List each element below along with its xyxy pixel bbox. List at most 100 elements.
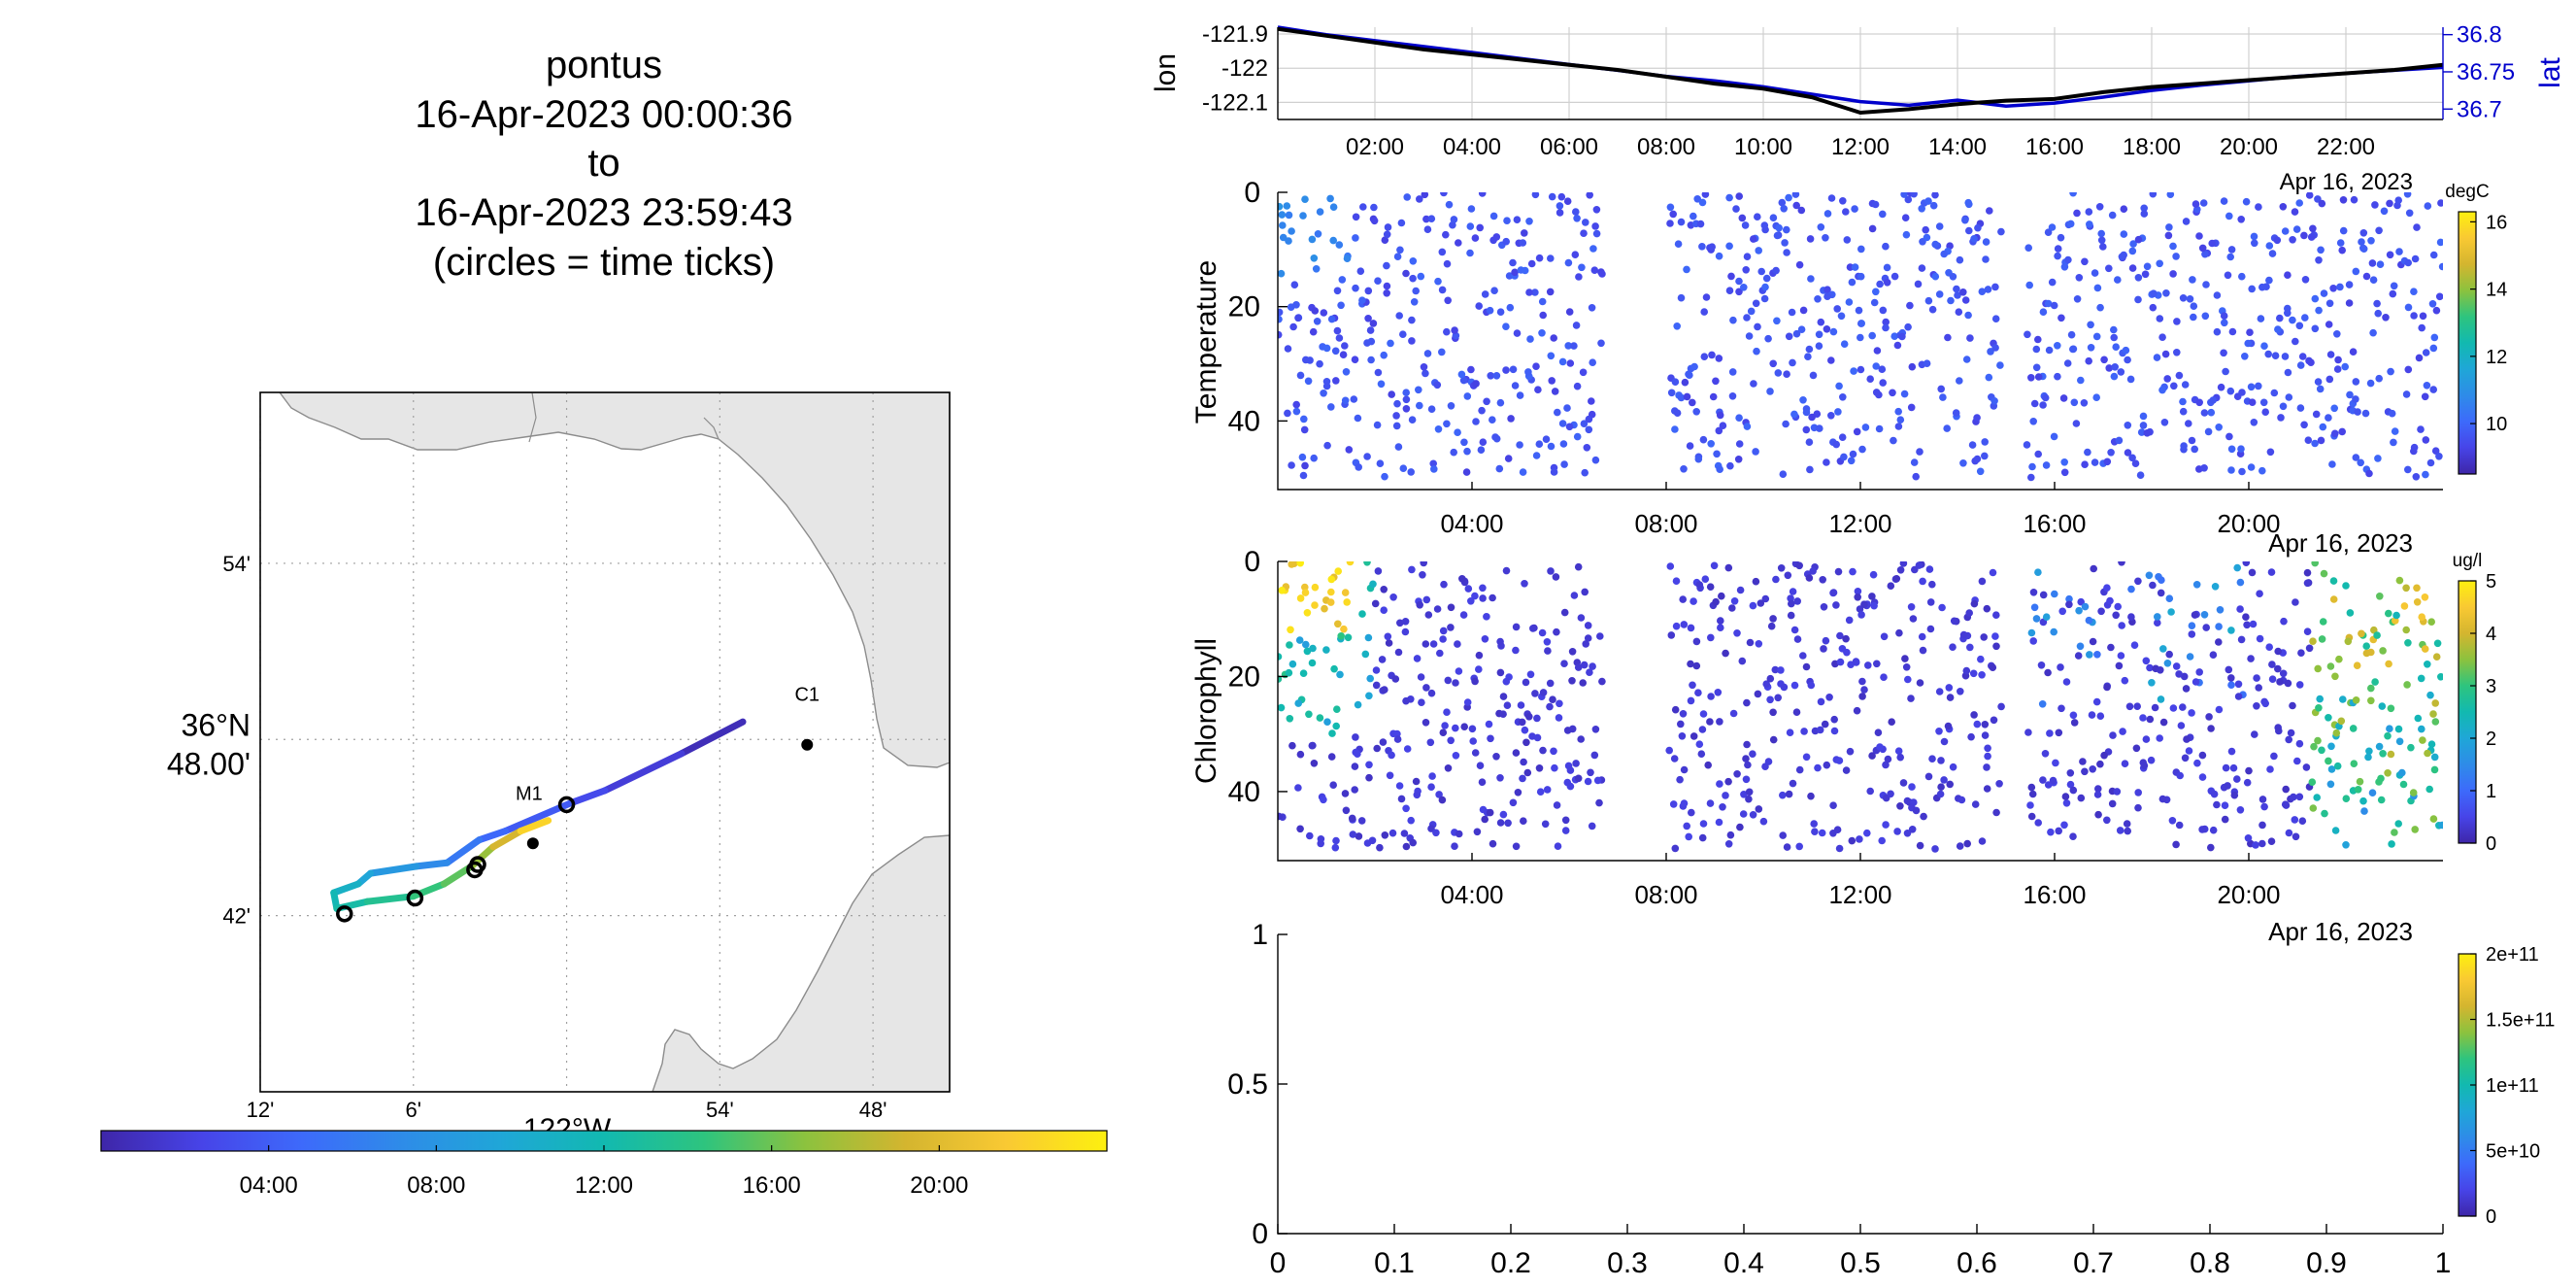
chlorophyll-point xyxy=(1784,571,1792,580)
temperature-point xyxy=(2261,408,2269,417)
chlorophyll-point xyxy=(1444,676,1453,685)
temperature-point xyxy=(2386,251,2394,259)
temperature-point xyxy=(1573,215,1581,222)
chlorophyll-point xyxy=(1334,567,1342,575)
temperature-point xyxy=(1320,390,1327,397)
temperature-point xyxy=(1708,243,1716,251)
temperature-point xyxy=(2067,330,2076,339)
temperature-point xyxy=(2069,345,2077,354)
temperature-point xyxy=(1937,385,1945,393)
temperature-colorbar xyxy=(2458,211,2477,475)
chlorophyll-point xyxy=(2247,655,2255,662)
chlorophyll-point xyxy=(2026,801,2034,809)
temperature-point xyxy=(1673,322,1681,330)
temperature-point xyxy=(2054,342,2061,350)
chlorophyll-point xyxy=(2029,589,2038,596)
temperature-point xyxy=(1839,393,1847,401)
chlorophyll-point xyxy=(1349,830,1357,838)
chlorophyll-point xyxy=(1572,760,1580,767)
temperature-point xyxy=(1677,393,1686,402)
chlorophyll-point xyxy=(1552,573,1560,581)
temperature-point xyxy=(1914,280,1923,288)
chlorophyll-point xyxy=(1908,826,1917,833)
chlorophyll-point xyxy=(1970,599,1979,608)
temperature-point xyxy=(2050,301,2058,310)
chlorophyll-point xyxy=(1301,583,1309,592)
chlorophyll-point xyxy=(2179,703,2187,711)
temperature-point xyxy=(2220,312,2228,321)
chlorophyll-point xyxy=(1416,601,1423,609)
chlorophyll-point xyxy=(2325,714,2332,722)
chlorophyll-point xyxy=(2284,679,2292,688)
chlorophyll-point xyxy=(1454,640,1461,648)
chlorophyll-point xyxy=(2207,843,2215,852)
temperature-point xyxy=(2388,409,2396,418)
temperature-point xyxy=(1338,276,1347,284)
chlorophyll-point xyxy=(1439,627,1448,635)
chlorophyll-y-tick-label: 20 xyxy=(1228,661,1260,693)
temperature-point xyxy=(1823,210,1832,218)
chlorophyll-point xyxy=(2289,701,2296,710)
temperature-point xyxy=(2362,272,2371,281)
chlorophyll-point xyxy=(1680,799,1689,807)
chlorophyll-point xyxy=(2384,769,2392,777)
chlorophyll-point xyxy=(1303,647,1312,656)
chlorophyll-point xyxy=(2346,609,2355,617)
temperature-point xyxy=(1388,390,1395,398)
chlorophyll-point xyxy=(2055,729,2063,737)
chlorophyll-point xyxy=(1956,842,1964,850)
temperature-point xyxy=(1922,225,1929,234)
chlorophyll-point xyxy=(1469,737,1477,745)
chlorophyll-point xyxy=(2029,637,2037,645)
chlorophyll-point xyxy=(1481,815,1489,824)
temperature-point xyxy=(2300,421,2308,429)
map-track-segment xyxy=(489,828,524,851)
chlorophyll-point xyxy=(2427,618,2435,626)
temperature-point xyxy=(1538,329,1546,337)
chlorophyll-point xyxy=(1526,670,1535,679)
temperature-point xyxy=(1585,425,1593,434)
chlorophyll-point xyxy=(1302,640,1310,649)
temperature-point xyxy=(1341,342,1349,350)
temperature-point xyxy=(1354,414,1362,423)
temperature-point xyxy=(1807,275,1815,283)
temperature-point xyxy=(1532,452,1541,459)
chlorophyll-point xyxy=(1287,626,1294,634)
chlorophyll-point xyxy=(2094,810,2102,819)
temperature-point xyxy=(2305,192,2314,199)
chlorophyll-point xyxy=(1997,702,2005,711)
chlorophyll-point xyxy=(1896,566,1905,574)
temperature-point xyxy=(2213,291,2222,299)
map-lat-label: 54' xyxy=(222,552,251,576)
chlorophyll-point xyxy=(1949,643,1957,651)
chlorophyll-point xyxy=(2151,703,2159,712)
temperature-point xyxy=(1799,396,1807,404)
temperature-ylabel: Temperature xyxy=(1190,260,1222,424)
temperature-point xyxy=(1906,301,1914,310)
temperature-point xyxy=(1882,242,1890,251)
temperature-point xyxy=(1952,409,1960,417)
chlorophyll-point xyxy=(1294,699,1302,707)
temperature-point xyxy=(1487,372,1494,380)
temperature-point xyxy=(2284,368,2292,377)
temperature-point xyxy=(2374,455,2382,462)
chlorophyll-point xyxy=(1916,679,1924,687)
temperature-point xyxy=(1882,323,1890,332)
chlorophyll-point xyxy=(2066,769,2075,777)
temperature-point xyxy=(2244,339,2252,348)
chlorophyll-point xyxy=(2295,681,2304,689)
chlorophyll-point xyxy=(2159,645,2167,653)
temperature-point xyxy=(1667,389,1676,397)
chlorophyll-point xyxy=(2236,578,2245,587)
temperature-colorbar-tick-label: 16 xyxy=(2486,212,2507,233)
temperature-point xyxy=(2328,460,2336,468)
temperature-point xyxy=(1838,433,1847,442)
temperature-x-tick-label: 20:00 xyxy=(2217,509,2280,538)
temperature-point xyxy=(2025,281,2033,289)
chlorophyll-point xyxy=(2092,697,2101,706)
chlorophyll-point xyxy=(2121,676,2129,685)
temperature-point xyxy=(2418,323,2425,332)
temperature-point xyxy=(2097,236,2106,245)
chlorophyll-point xyxy=(1823,761,1831,769)
chlorophyll-point xyxy=(2159,718,2168,727)
